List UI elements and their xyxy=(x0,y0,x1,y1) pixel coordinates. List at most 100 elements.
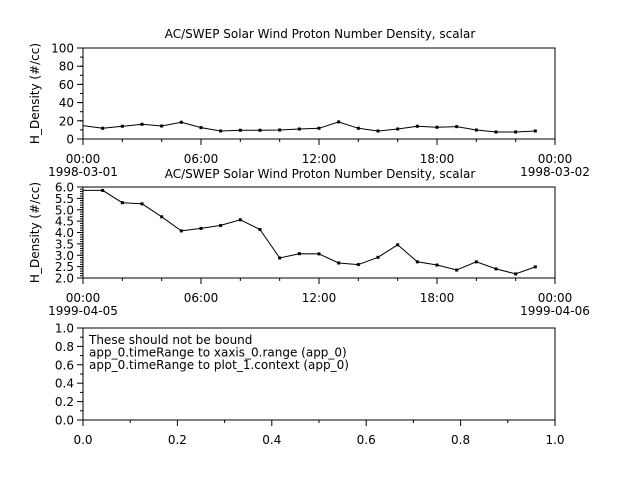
data-point xyxy=(278,128,282,132)
data-point xyxy=(337,120,341,124)
data-point xyxy=(474,260,478,264)
data-point xyxy=(533,265,537,269)
data-point xyxy=(160,215,164,219)
x-tick-label: 06:00 xyxy=(184,291,219,305)
data-point xyxy=(238,218,242,222)
data-point xyxy=(356,126,360,130)
data-point xyxy=(474,128,478,132)
data-point xyxy=(179,120,183,124)
y-tick-label: 80 xyxy=(59,60,74,74)
data-point xyxy=(120,201,124,205)
annotation-text: These should not be bound xyxy=(88,333,252,347)
y-tick-label: 4.5 xyxy=(55,215,74,229)
annotation-text: app_0.timeRange to plot_1.context (app_0… xyxy=(89,358,349,372)
y-tick-label: 0.6 xyxy=(55,358,74,372)
x-tick-label: 0.8 xyxy=(451,433,470,447)
x-tick-label: 0.2 xyxy=(168,433,187,447)
x-tick-label: 0.0 xyxy=(73,433,92,447)
data-point xyxy=(494,130,498,134)
x-tick-label: 00:00 xyxy=(66,152,101,166)
data-point xyxy=(219,129,223,133)
data-point xyxy=(376,129,380,133)
plot-title: AC/SWEP Solar Wind Proton Number Density… xyxy=(165,167,476,181)
data-point xyxy=(238,128,242,132)
data-point xyxy=(514,130,518,134)
y-tick-label: 0 xyxy=(66,133,74,147)
data-point xyxy=(337,261,341,265)
y-tick-label: 0.8 xyxy=(55,340,74,354)
x-tick-date-label: 1998-03-02 xyxy=(520,165,590,179)
y-tick-label: 100 xyxy=(51,42,74,56)
data-point xyxy=(120,124,124,128)
x-tick-date-label: 1999-04-05 xyxy=(48,304,118,318)
data-point xyxy=(258,128,262,132)
data-point xyxy=(258,228,262,232)
y-tick-label: 0.2 xyxy=(55,395,74,409)
y-tick-label: 40 xyxy=(59,96,74,110)
data-point xyxy=(140,202,144,206)
data-point xyxy=(101,188,105,192)
annotation-text: app_0.timeRange to xaxis_0.range (app_0) xyxy=(89,346,347,360)
x-tick-label: 0.6 xyxy=(357,433,376,447)
x-tick-date-label: 1999-04-06 xyxy=(520,304,590,318)
data-point xyxy=(435,125,439,129)
data-point xyxy=(435,263,439,267)
data-point xyxy=(160,124,164,128)
x-tick-label: 12:00 xyxy=(302,152,337,166)
x-tick-label: 06:00 xyxy=(184,152,219,166)
plot-3-unbound-warning[interactable]: 0.0 0.0 0.2 0.2 0.4 0.4 0.6 0.6 0.8 0.8 1.0 1.0 Thes… xyxy=(55,322,565,448)
y-tick-label: 5.0 xyxy=(55,203,74,217)
data-point xyxy=(455,268,459,272)
data-point xyxy=(494,267,498,271)
y-tick-label: 6.0 xyxy=(55,181,74,195)
data-point xyxy=(199,126,203,130)
x-tick-label: 00:00 xyxy=(538,152,573,166)
data-point xyxy=(278,256,282,260)
data-point xyxy=(297,252,301,256)
data-point xyxy=(317,126,321,130)
data-point xyxy=(101,126,105,130)
y-tick-label: 2.0 xyxy=(55,272,74,286)
y-tick-label: 1.0 xyxy=(55,322,74,336)
data-point xyxy=(376,255,380,259)
plot-title: AC/SWEP Solar Wind Proton Number Density… xyxy=(165,27,476,41)
data-point xyxy=(179,229,183,233)
data-point xyxy=(199,226,203,230)
data-point xyxy=(396,243,400,247)
y-tick-label: 3.0 xyxy=(55,249,74,263)
y-tick-label: 2.5 xyxy=(55,260,74,274)
x-tick-label: 18:00 xyxy=(420,152,455,166)
y-tick-label: 0.0 xyxy=(55,414,74,428)
y-tick-label: 20 xyxy=(59,114,74,128)
y-tick-label: 5.5 xyxy=(55,192,74,206)
x-tick-label: 18:00 xyxy=(420,291,455,305)
data-point xyxy=(514,272,518,276)
x-tick-label: 12:00 xyxy=(302,291,337,305)
y-tick-label: 4.0 xyxy=(55,226,74,240)
data-point xyxy=(317,252,321,256)
y-tick-label: 60 xyxy=(59,78,74,92)
x-tick-label: 0.4 xyxy=(262,433,281,447)
data-point xyxy=(297,127,301,131)
data-point xyxy=(455,125,459,129)
data-point xyxy=(140,122,144,126)
x-tick-label: 1.0 xyxy=(545,433,564,447)
y-tick-label: 3.5 xyxy=(55,237,74,251)
data-point xyxy=(356,263,360,267)
data-point xyxy=(533,129,537,133)
x-tick-label: 00:00 xyxy=(66,291,101,305)
plot-1-density-1998[interactable]: AC/SWEP Solar Wind Proton Number Density… xyxy=(28,27,590,179)
plot-2-density-1999[interactable]: AC/SWEP Solar Wind Proton Number Density… xyxy=(28,167,590,318)
data-point xyxy=(415,260,419,264)
data-point xyxy=(415,124,419,128)
x-tick-label: 00:00 xyxy=(538,291,573,305)
series-line xyxy=(83,189,536,275)
y-tick-label: 0.4 xyxy=(55,377,74,391)
series-line xyxy=(82,121,536,133)
y-axis-label: H_Density (#/cc) xyxy=(28,43,42,144)
data-point xyxy=(219,223,223,227)
y-axis-label: H_Density (#/cc) xyxy=(28,182,42,283)
x-tick-date-label: 1998-03-01 xyxy=(48,165,118,179)
data-point xyxy=(396,127,400,131)
